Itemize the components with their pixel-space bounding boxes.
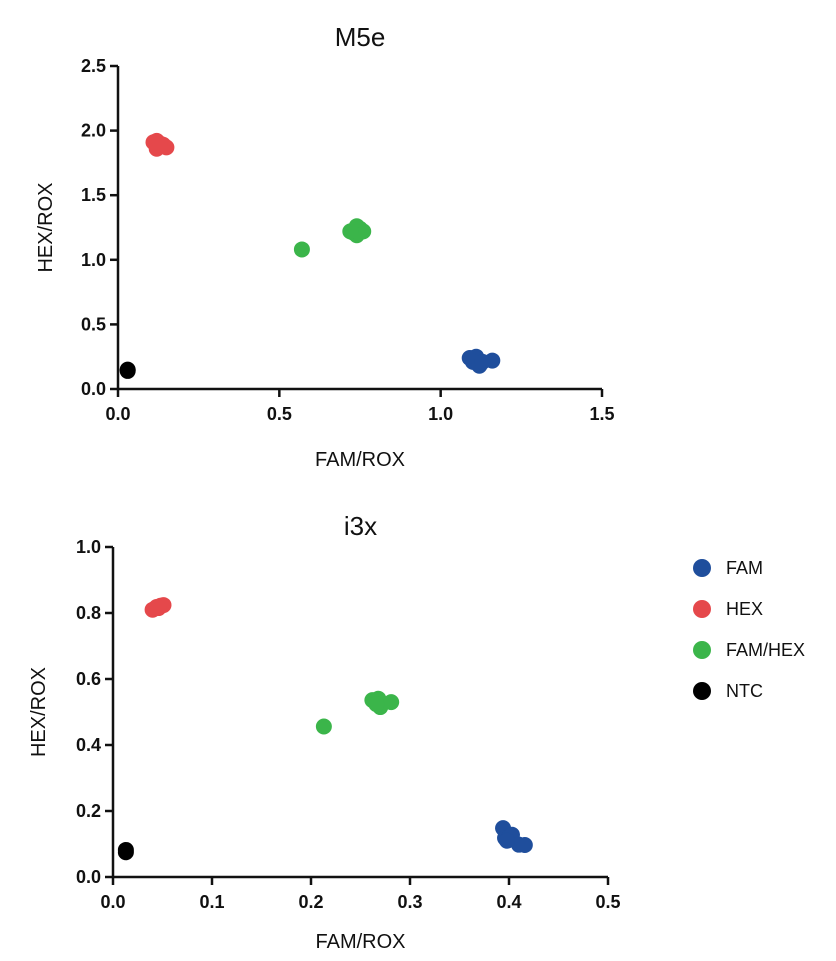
- data-point: [150, 600, 167, 617]
- series-hex: [145, 132, 175, 157]
- y-tick-label: 2.5: [81, 56, 106, 76]
- chart-1: i3x 0.0 0.2 0.4 0.6 0.8 1.0 0.0 0.1 0.2 0.3 0.4 0.5 F…: [28, 511, 621, 953]
- series-fam: [461, 348, 501, 374]
- y-axis-label: HEX/ROX: [28, 667, 50, 757]
- legend-marker: [693, 600, 711, 618]
- y-tick-label: 1.0: [76, 537, 101, 557]
- x-tick-label: 0.3: [397, 892, 422, 912]
- legend-marker: [693, 641, 711, 659]
- x-tick-label: 0.1: [199, 892, 224, 912]
- series-ntc: [117, 841, 134, 861]
- x-tick-label: 0.0: [105, 404, 130, 424]
- chart-title: i3x: [344, 511, 377, 541]
- x-tick-label: 1.5: [589, 404, 614, 424]
- data-point: [383, 694, 400, 711]
- legend-label: FAM: [726, 558, 763, 578]
- y-tick-label: 0.8: [76, 603, 101, 623]
- y-tick-label: 0.2: [76, 801, 101, 821]
- data-point: [474, 353, 491, 370]
- y-tick-label: 0.6: [76, 669, 101, 689]
- series-fam: [495, 820, 533, 853]
- data-point: [117, 841, 134, 858]
- x-tick-label: 0.4: [496, 892, 521, 912]
- y-tick-label: 1.5: [81, 185, 106, 205]
- x-tick-label: 1.0: [428, 404, 453, 424]
- y-tick-label: 2.0: [81, 121, 106, 141]
- series-ntc: [119, 361, 136, 379]
- x-axis-label: FAM/ROX: [315, 931, 405, 953]
- y-tick-label: 1.0: [81, 250, 106, 270]
- chart-title: M5e: [335, 22, 386, 52]
- legend-label: FAM/HEX: [726, 640, 805, 660]
- series-fam-hex: [293, 218, 372, 258]
- series-hex: [144, 597, 172, 618]
- y-tick-label: 0.4: [76, 735, 101, 755]
- data-point: [119, 361, 136, 378]
- data-point: [315, 718, 332, 735]
- x-tick-label: 0.5: [595, 892, 620, 912]
- data-point: [151, 135, 168, 152]
- y-tick-label: 0.0: [81, 379, 106, 399]
- x-tick-label: 0.0: [100, 892, 125, 912]
- data-point: [516, 836, 533, 853]
- legend-marker: [693, 559, 711, 577]
- legend-marker: [693, 682, 711, 700]
- series-fam-hex: [315, 690, 400, 735]
- chart-0: M5e 0.0 0.5 1.0 1.5 2.0 2.5 0.0 0.5 1.0 1.5 FAM/ROX…: [35, 22, 615, 471]
- legend: FAM HEX FAM/HEX NTC: [693, 558, 805, 701]
- x-tick-label: 0.2: [298, 892, 323, 912]
- data-point: [342, 223, 359, 240]
- y-tick-label: 0.5: [81, 314, 106, 334]
- x-axis-label: FAM/ROX: [315, 449, 405, 471]
- legend-label: NTC: [726, 681, 763, 701]
- data-point: [293, 241, 310, 258]
- legend-label: HEX: [726, 599, 763, 619]
- x-tick-label: 0.5: [267, 404, 292, 424]
- data-point: [368, 696, 385, 713]
- y-tick-label: 0.0: [76, 867, 101, 887]
- y-axis-label: HEX/ROX: [35, 182, 57, 272]
- data-point: [499, 832, 516, 849]
